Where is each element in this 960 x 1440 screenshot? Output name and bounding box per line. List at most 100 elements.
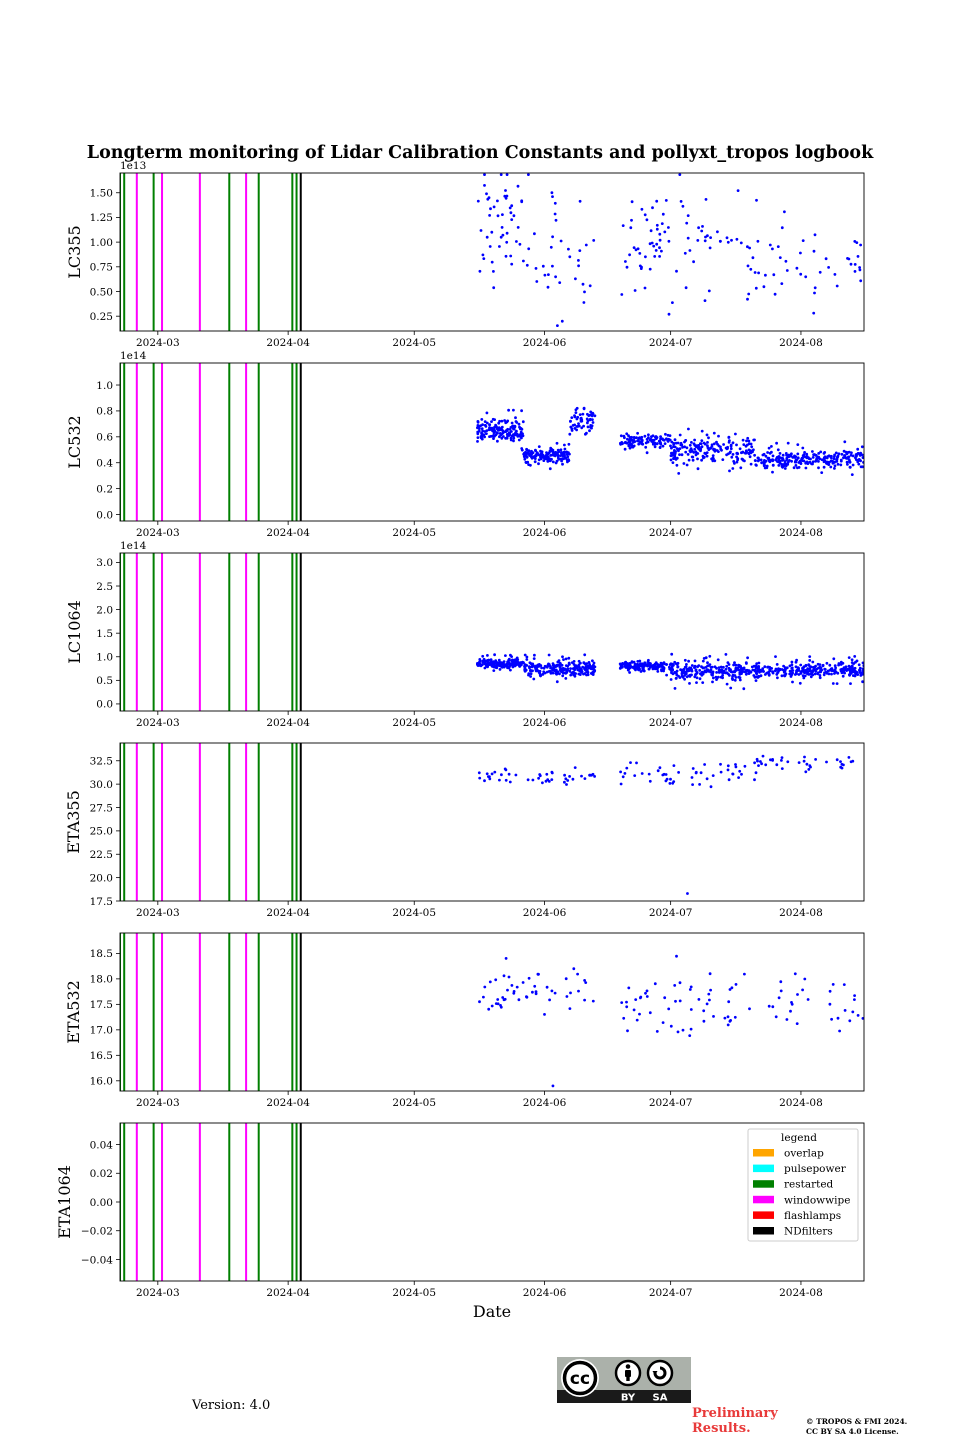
data-point (711, 454, 715, 457)
x-tick-label: 2024-03 (136, 337, 180, 349)
data-point (702, 456, 705, 460)
copyright-notice: © TROPOS & FMI 2024. CC BY SA 4.0 Licens… (806, 1417, 908, 1436)
data-point (490, 664, 494, 668)
data-point (671, 662, 674, 666)
data-point (540, 452, 544, 455)
data-point (488, 661, 492, 665)
data-point (638, 252, 642, 255)
data-point (757, 764, 760, 767)
data-point (532, 677, 536, 681)
data-point (582, 424, 585, 428)
data-point (740, 666, 743, 670)
legend-swatch-pulsepower (753, 1164, 774, 1173)
data-point (733, 1015, 737, 1019)
data-point (853, 666, 857, 670)
data-point (559, 448, 563, 452)
data-point (488, 980, 492, 984)
data-point (724, 653, 728, 656)
data-point (498, 778, 501, 782)
data-point (755, 662, 759, 665)
data-point (846, 451, 850, 454)
y-tick-label: 2.5 (96, 581, 113, 593)
y-offset-label: 1e14 (120, 350, 147, 362)
data-point (491, 434, 495, 438)
data-point (746, 443, 749, 447)
data-point (795, 1022, 799, 1025)
data-point (703, 239, 707, 243)
data-point (675, 269, 678, 273)
data-point (509, 254, 513, 258)
data-point (577, 259, 580, 262)
data-point (507, 431, 511, 434)
data-point (699, 771, 703, 775)
data-point (492, 205, 496, 209)
data-point (783, 210, 786, 214)
data-point (568, 432, 572, 436)
data-point (628, 671, 631, 674)
data-point (593, 775, 596, 778)
data-point (735, 443, 738, 447)
data-point (839, 463, 843, 467)
data-point (500, 773, 503, 777)
data-point (563, 773, 566, 777)
data-point (739, 241, 743, 245)
data-point (767, 458, 771, 461)
data-point (656, 769, 660, 773)
data-point (550, 453, 554, 457)
data-point (628, 446, 632, 450)
data-point (541, 672, 545, 676)
data-point (636, 662, 639, 666)
data-point (681, 204, 685, 208)
data-point (754, 463, 758, 467)
data-point (705, 454, 709, 458)
data-point (618, 667, 622, 670)
data-point (833, 464, 837, 468)
logbook-events (120, 933, 302, 1091)
data-point (660, 249, 663, 253)
data-point (701, 659, 705, 663)
data-point (476, 663, 479, 666)
data-point (691, 783, 694, 786)
data-point (664, 199, 668, 202)
data-point (545, 985, 549, 989)
data-point (730, 238, 733, 242)
data-point (778, 452, 782, 455)
data-point (840, 668, 844, 671)
data-point (748, 455, 752, 459)
data-point (643, 213, 647, 217)
data-point (523, 669, 527, 673)
data-point (712, 447, 715, 451)
data-point (555, 459, 559, 463)
data-point (763, 673, 767, 676)
data-point (855, 241, 859, 245)
data-point (556, 324, 559, 327)
data-point (671, 668, 674, 672)
y-tick-label: 0.50 (90, 286, 113, 298)
data-point (726, 1015, 730, 1019)
data-point (648, 242, 652, 246)
data-point (729, 668, 732, 672)
y-tick-label: 3.0 (96, 557, 113, 569)
data-point (593, 414, 597, 418)
data-point (722, 665, 725, 669)
data-point (777, 996, 781, 1000)
data-point (481, 429, 484, 433)
data-point (514, 416, 517, 420)
data-point (684, 286, 688, 290)
data-point (801, 446, 805, 450)
data-point (831, 983, 835, 986)
x-tick-label: 2024-05 (392, 717, 436, 729)
data-point (493, 653, 496, 657)
data-point (543, 671, 547, 675)
data-point (546, 285, 550, 289)
data-point (771, 470, 774, 474)
data-point (690, 664, 694, 667)
data-point (719, 665, 723, 669)
data-point (618, 662, 622, 666)
data-point (709, 670, 712, 674)
data-point (835, 284, 839, 288)
data-point (505, 231, 509, 235)
data-point (671, 301, 674, 304)
data-point (504, 768, 508, 772)
y-tick-label: 0.04 (90, 1139, 114, 1151)
